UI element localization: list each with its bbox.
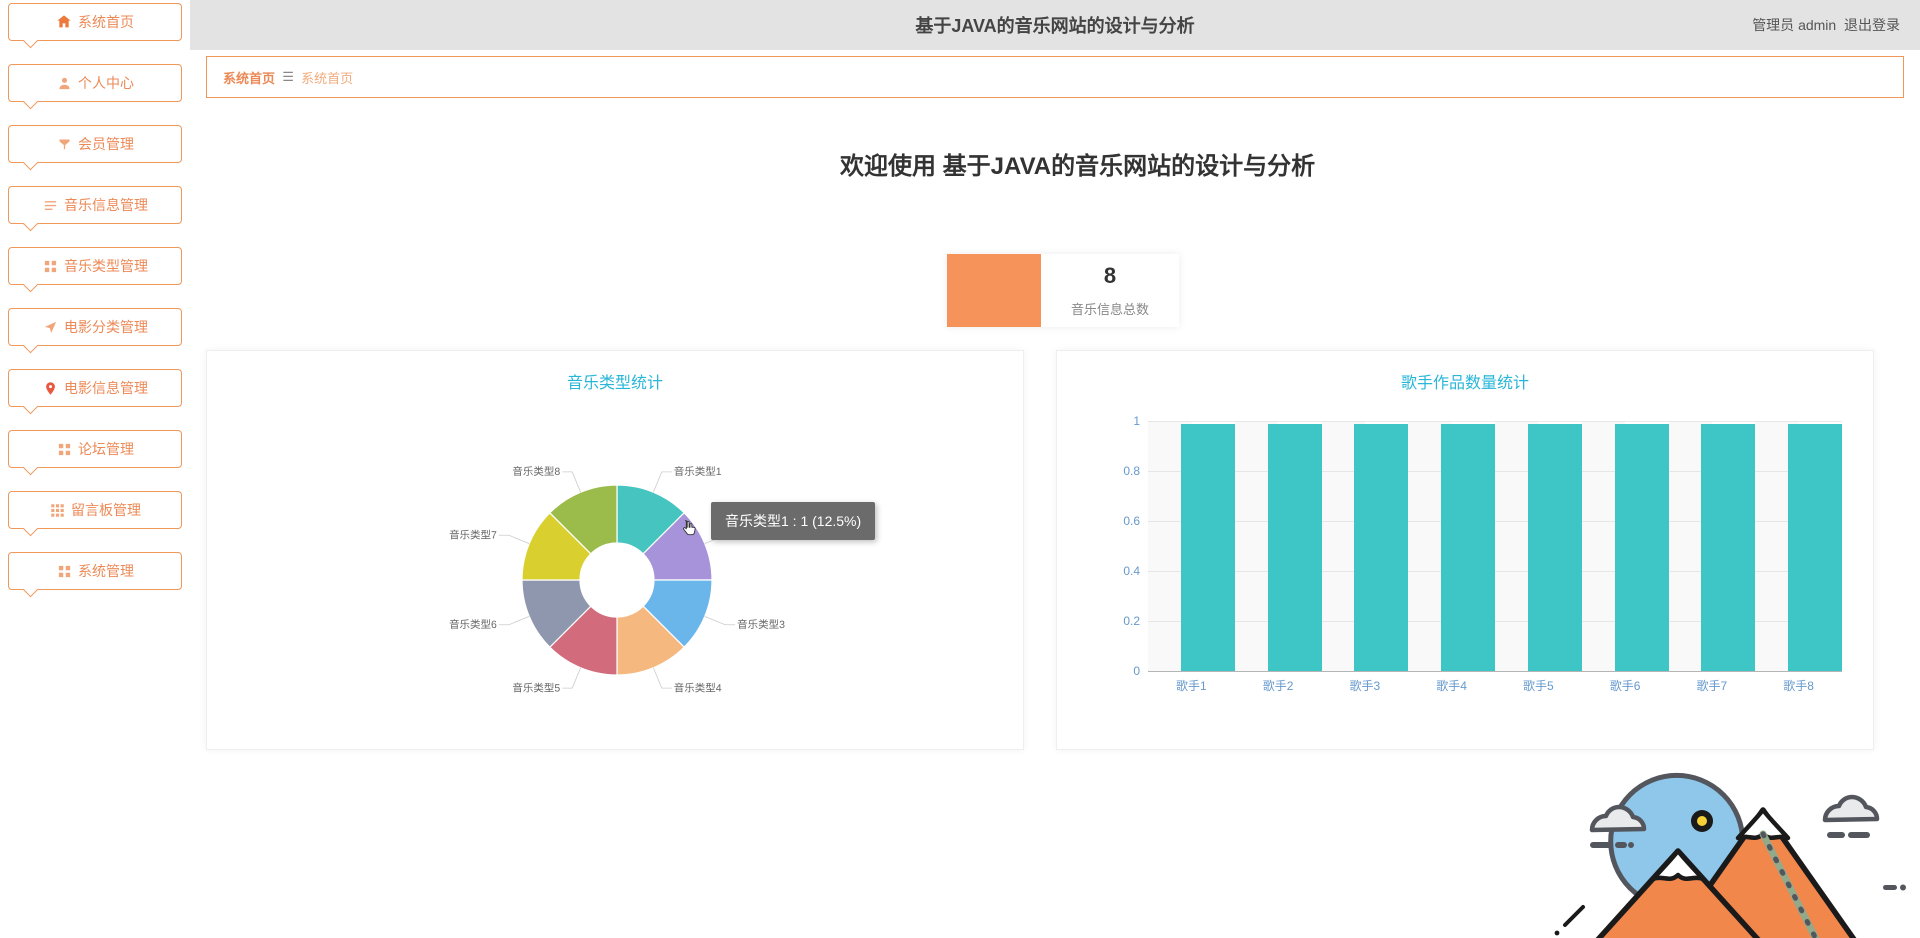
svg-text:音乐类型1: 音乐类型1 [673, 466, 721, 478]
svg-text:音乐类型3: 音乐类型3 [737, 619, 785, 631]
svg-text:音乐类型7: 音乐类型7 [449, 529, 497, 541]
svg-text:音乐类型4: 音乐类型4 [673, 682, 721, 694]
svg-text:音乐类型6: 音乐类型6 [449, 619, 497, 631]
svg-text:音乐类型8: 音乐类型8 [512, 466, 560, 478]
svg-text:音乐类型5: 音乐类型5 [512, 682, 560, 694]
